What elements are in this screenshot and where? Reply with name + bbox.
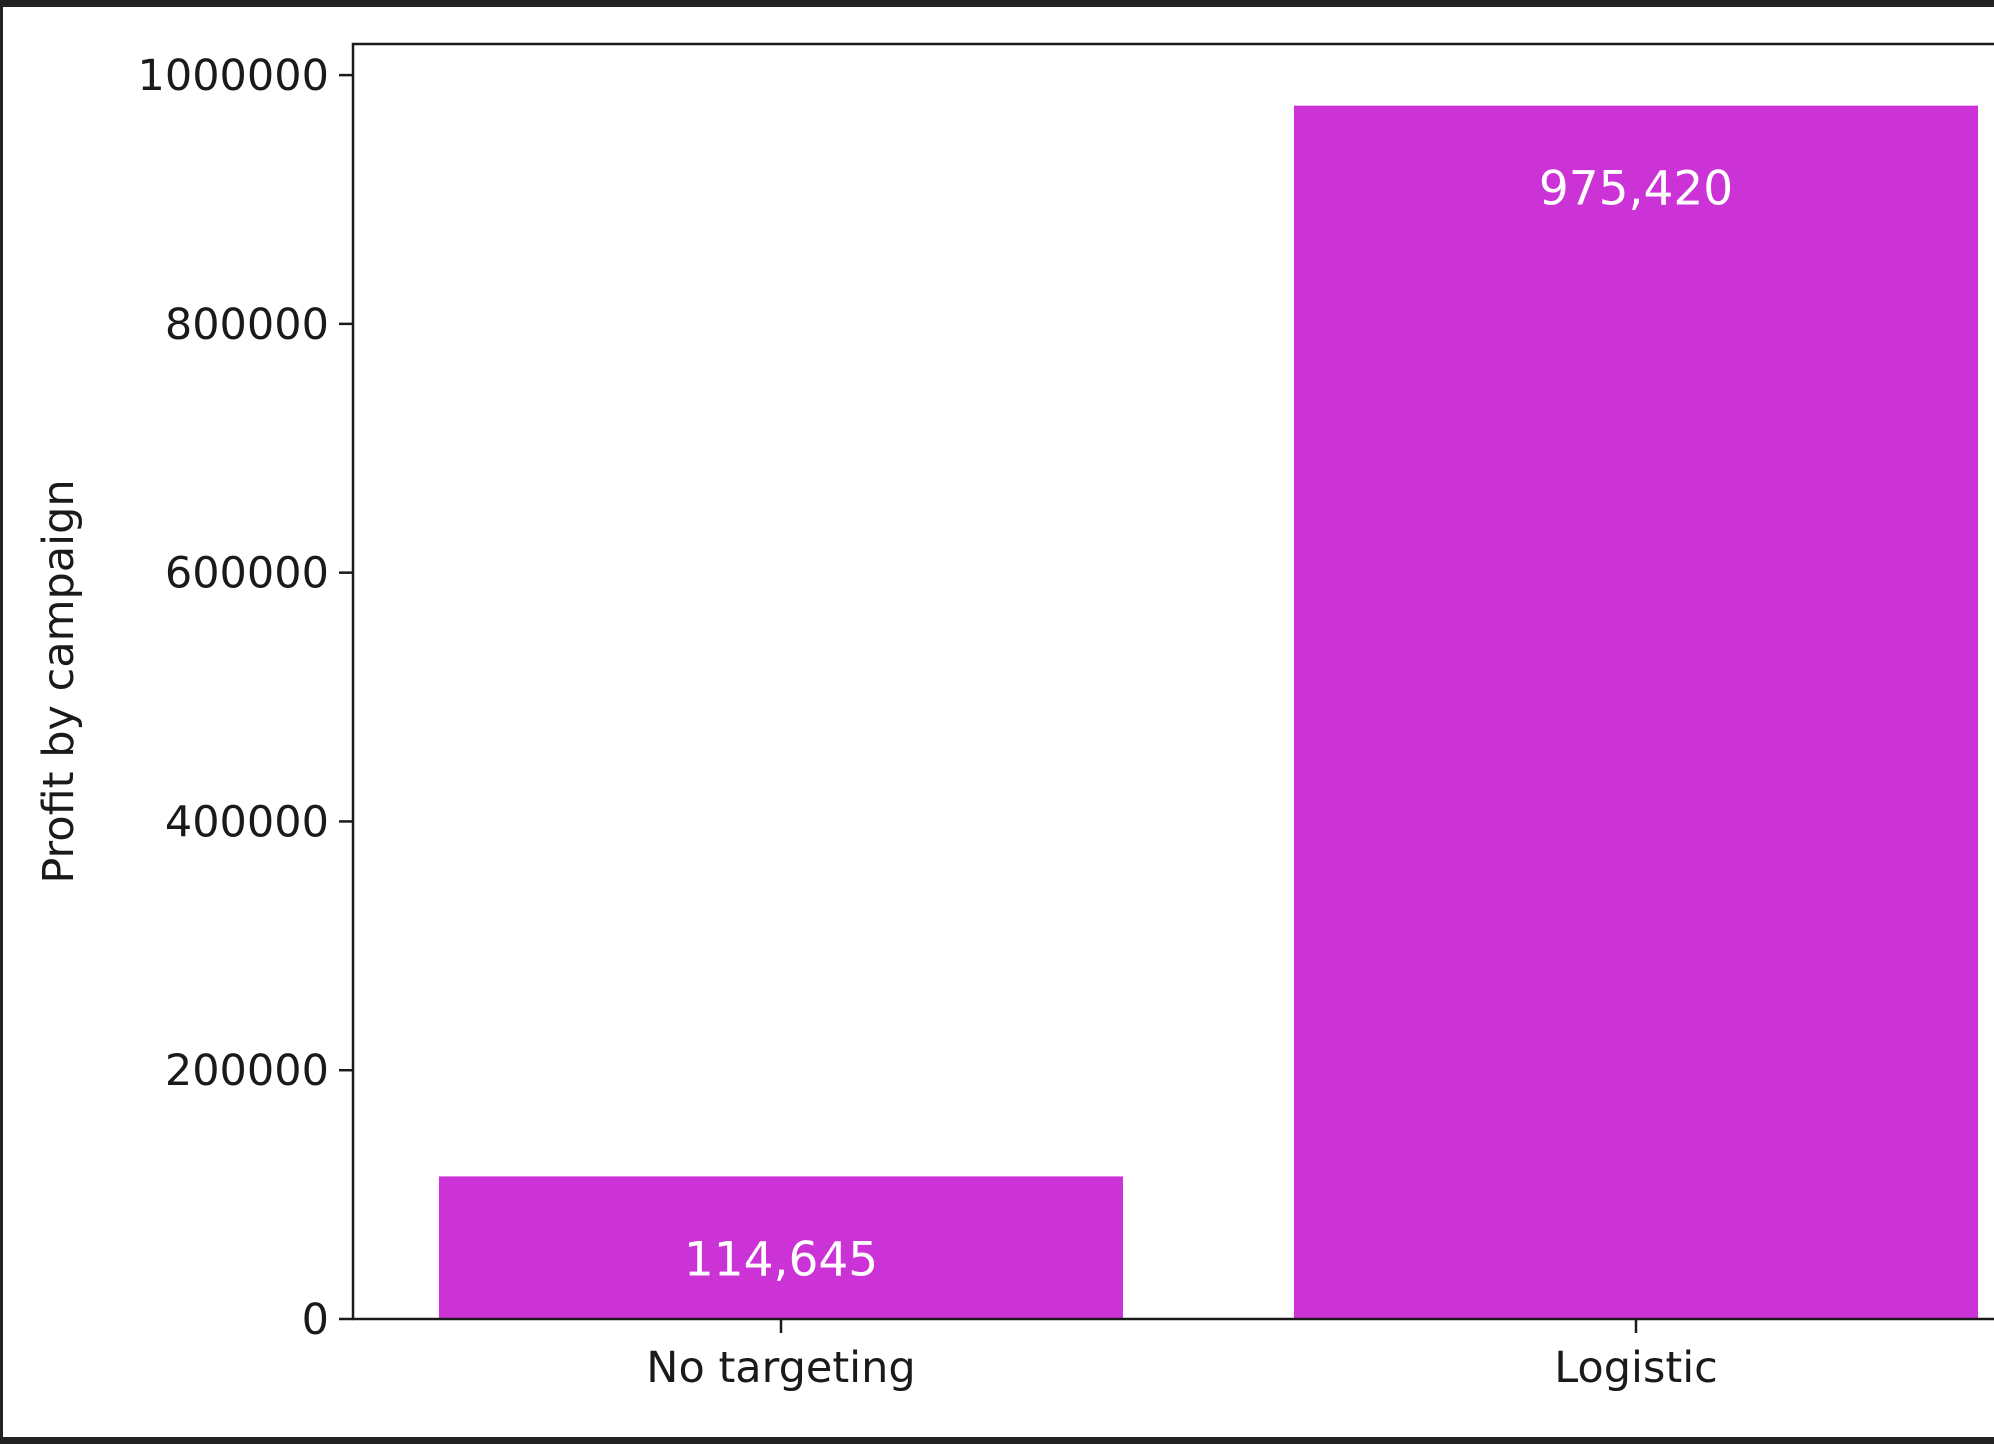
x-tick-label: Logistic [1554, 1343, 1718, 1393]
bar-chart: 114,645 975,420 0 200000 400000 600000 800000… [34, 42, 1994, 1393]
y-tick-label: 600000 [165, 549, 329, 599]
y-tick-label: 800000 [165, 300, 329, 350]
y-tick-label: 200000 [165, 1046, 329, 1096]
bar-value-label: 975,420 [1539, 162, 1733, 217]
y-tick-label: 1000000 [137, 51, 329, 101]
bar-no-targeting [439, 1176, 1123, 1319]
x-axis: No targeting Logistic [646, 1319, 1718, 1393]
bars-layer [439, 105, 1978, 1319]
bar-value-label: 114,645 [684, 1232, 878, 1287]
plot-frame [351, 42, 1994, 1321]
y-axis-title: Profit by campaign [34, 479, 84, 883]
x-tick-label: No targeting [646, 1343, 915, 1393]
bar-labels-layer: 114,645 975,420 [684, 162, 1733, 1288]
y-axis: 0 200000 400000 600000 800000 1000000 [137, 51, 353, 1345]
y-tick-label: 0 [302, 1295, 329, 1345]
chart-figure: 114,645 975,420 0 200000 400000 600000 800000… [3, 7, 1994, 1437]
y-tick-label: 400000 [165, 797, 329, 847]
bar-logistic [1294, 105, 1978, 1319]
